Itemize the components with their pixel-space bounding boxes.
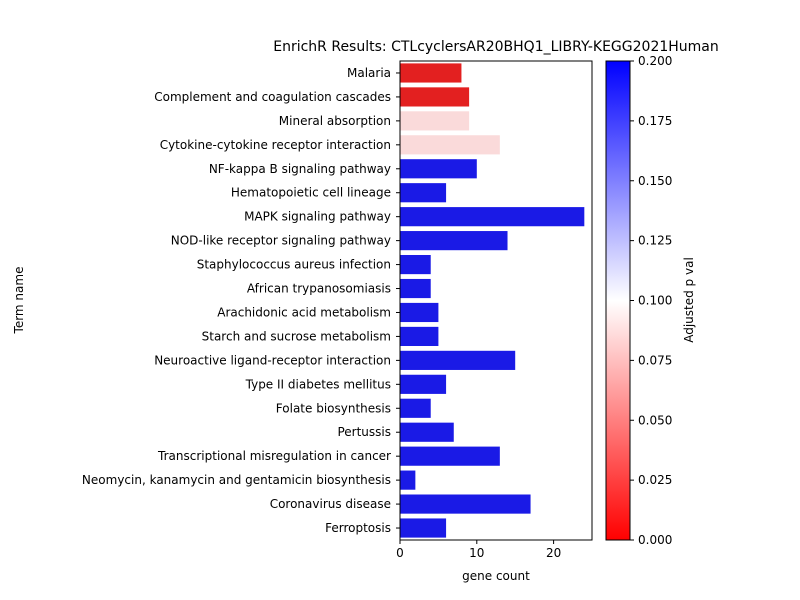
y-tick-label: Hematopoietic cell lineage xyxy=(231,186,391,200)
bar xyxy=(400,87,470,107)
bars-group xyxy=(400,63,585,538)
bar xyxy=(400,254,431,275)
colorbar-tick-label: 0.050 xyxy=(638,413,672,427)
y-axis-ticks: Malaria Complement and coagulation cascad… xyxy=(82,66,400,535)
x-axis-ticks: 0 10 20 xyxy=(396,540,561,560)
bar xyxy=(400,470,416,490)
bar xyxy=(400,350,516,370)
y-tick-label: Pertussis xyxy=(337,425,391,439)
x-tick-label: 10 xyxy=(469,546,484,560)
bar xyxy=(400,207,585,227)
y-tick-label: NF-kappa B signaling pathway xyxy=(209,162,391,176)
x-tick-label: 0 xyxy=(396,546,404,560)
y-tick-label: MAPK signaling pathway xyxy=(244,210,391,224)
bar xyxy=(400,518,447,538)
plot-frame xyxy=(399,60,593,541)
bar xyxy=(400,446,500,466)
y-tick-label: African trypanosomiasis xyxy=(247,282,391,296)
bar xyxy=(400,494,531,514)
y-tick-label: Neomycin, kanamycin and gentamicin biosy… xyxy=(82,473,391,487)
colorbar: 0.000 0.025 0.050 0.075 0.100 0.125 0.150 0.175… xyxy=(605,54,696,547)
colorbar-tick-label: 0.075 xyxy=(638,353,672,367)
bar xyxy=(400,183,447,203)
y-tick-label: Neuroactive ligand-receptor interaction xyxy=(154,353,391,367)
y-tick-label: Cytokine-cytokine receptor interaction xyxy=(160,138,391,152)
bar xyxy=(400,63,462,83)
bar xyxy=(400,135,500,155)
bar xyxy=(400,326,439,347)
y-tick-label: Folate biosynthesis xyxy=(276,401,391,415)
bar xyxy=(400,374,447,394)
colorbar-tick-label: 0.100 xyxy=(638,294,672,308)
colorbar-tick-label: 0.125 xyxy=(638,234,672,248)
x-tick-label: 20 xyxy=(546,546,561,560)
colorbar-tick-label: 0.175 xyxy=(638,114,672,128)
colorbar-tick-label: 0.025 xyxy=(638,473,672,487)
y-tick-label: Type II diabetes mellitus xyxy=(245,377,391,391)
colorbar-tick-label: 0.000 xyxy=(638,533,672,547)
colorbar-tick-label: 0.200 xyxy=(638,54,672,68)
y-tick-label: Arachidonic acid metabolism xyxy=(217,305,391,319)
bar xyxy=(400,159,477,179)
x-axis-label: gene count xyxy=(462,569,530,583)
y-tick-label: Mineral absorption xyxy=(279,114,391,128)
bar xyxy=(400,278,431,299)
colorbar-tick-label: 0.150 xyxy=(638,174,672,188)
y-tick-label: Complement and coagulation cascades xyxy=(154,90,391,104)
y-axis-label: Term name xyxy=(12,267,26,335)
bar xyxy=(400,422,454,442)
y-tick-label: Staphylococcus aureus infection xyxy=(197,258,391,272)
y-tick-label: NOD-like receptor signaling pathway xyxy=(171,234,391,248)
colorbar-label: Adjusted p val xyxy=(682,257,696,343)
bar xyxy=(400,231,508,251)
bar xyxy=(400,302,439,323)
y-tick-label: Ferroptosis xyxy=(325,521,391,535)
y-tick-label: Coronavirus disease xyxy=(270,497,391,511)
colorbar-ticks: 0.000 0.025 0.050 0.075 0.100 0.125 0.150 0.175… xyxy=(630,54,672,547)
y-tick-label: Malaria xyxy=(347,66,391,80)
colorbar-gradient xyxy=(605,60,631,541)
y-tick-label: Transcriptional misregulation in cancer xyxy=(157,449,391,463)
bar xyxy=(400,111,470,131)
y-tick-label: Starch and sucrose metabolism xyxy=(202,329,391,343)
chart-title: EnrichR Results: CTLcyclersAR20BHQ1_LIBR… xyxy=(273,39,719,55)
bar xyxy=(400,398,431,418)
